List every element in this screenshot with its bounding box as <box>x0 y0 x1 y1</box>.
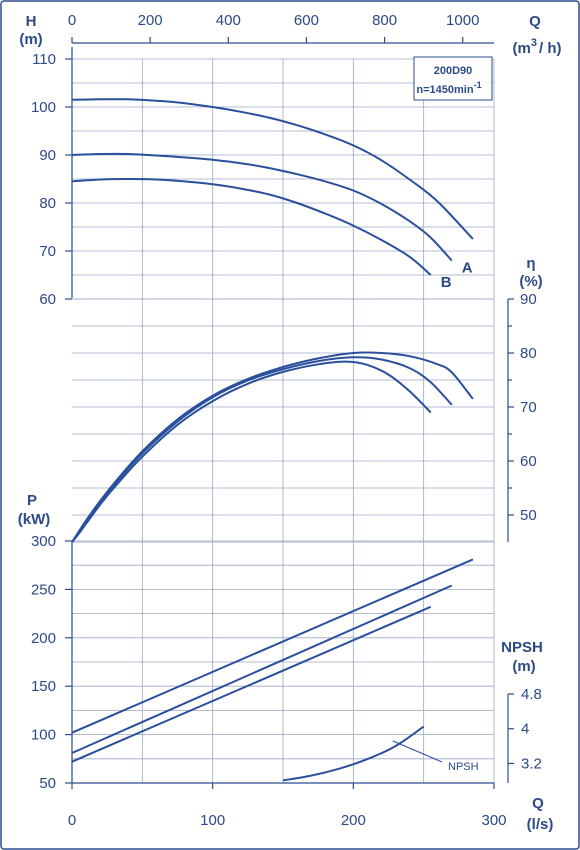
npsh-tick-label: 4.8 <box>521 686 542 703</box>
bottom-flow-axis-unit: (l/s) <box>527 816 554 833</box>
power-tick-label: 200 <box>31 630 56 647</box>
bottom-flow-tick-label: 200 <box>341 812 366 829</box>
head-tick-label: 60 <box>39 291 56 308</box>
curve-label-npsh: NPSH <box>448 761 479 773</box>
head-tick-label: 70 <box>39 243 56 260</box>
top-flow-tick-label: 200 <box>138 12 163 29</box>
title-box <box>413 56 493 101</box>
npsh-tick-label: 4 <box>521 721 529 738</box>
top-flow-unit-tail: / h) <box>539 40 562 57</box>
head-curve <box>71 98 474 240</box>
bottom-flow-axis-label: Q <box>532 795 544 812</box>
npsh-axis-unit: (m) <box>512 658 535 675</box>
bottom-flow-tick-label: 300 <box>481 812 506 829</box>
head-curve <box>71 152 453 262</box>
power-axis-label: P <box>27 492 37 509</box>
npsh-curve <box>282 725 425 782</box>
top-flow-tick-label: 1000 <box>446 12 479 29</box>
curve-label-a: A <box>462 260 473 277</box>
power-axis-unit: (kW) <box>18 511 51 528</box>
top-flow-tick-label: 600 <box>294 12 319 29</box>
efficiency-axis-label: η <box>526 255 535 272</box>
top-flow-unit-exp: 3 <box>531 37 537 49</box>
chart-title: 200D90 <box>434 65 473 77</box>
head-tick-label: 100 <box>31 99 56 116</box>
npsh-axis-label: NPSH <box>501 639 543 656</box>
power-tick-label: 100 <box>31 727 56 744</box>
bottom-flow-tick-label: 100 <box>200 812 225 829</box>
power-tick-label: 150 <box>31 678 56 695</box>
top-flow-tick-label: 0 <box>68 12 76 29</box>
speed-label: n=1450min <box>416 84 473 96</box>
top-flow-axis-unit: (m3/ h) <box>513 37 562 57</box>
power-tick-label: 50 <box>39 775 56 792</box>
efficiency-tick-label: 90 <box>520 291 537 308</box>
grid-layer <box>72 58 495 784</box>
efficiency-tick-label: 60 <box>520 453 537 470</box>
top-flow-unit-base: (m <box>513 40 531 57</box>
curve-label-b: B <box>441 274 452 291</box>
top-flow-tick-label: 400 <box>216 12 241 29</box>
efficiency-axis-unit: (%) <box>519 273 542 290</box>
head-axis-unit: (m) <box>19 31 42 48</box>
speed-exponent: -1 <box>474 80 482 90</box>
head-tick-label: 80 <box>39 195 56 212</box>
top-flow-axis-label: Q <box>529 13 541 30</box>
chart-subtitle: n=1450min-1 <box>416 80 481 96</box>
head-axis-label: H <box>26 13 37 30</box>
top-flow-tick-label: 800 <box>372 12 397 29</box>
efficiency-curve <box>71 351 474 543</box>
axes-layer: 0 200 400 600 800 1000 0 100 200 300 60 70 80 90 100 11… <box>31 12 542 829</box>
efficiency-tick-label: 80 <box>520 345 537 362</box>
power-curve <box>71 584 453 754</box>
npsh-tick-label: 3.2 <box>521 755 542 772</box>
power-curve <box>71 605 432 763</box>
power-tick-label: 250 <box>31 581 56 598</box>
power-curve <box>71 558 474 734</box>
head-tick-label: 110 <box>32 51 56 68</box>
efficiency-curve <box>71 356 453 543</box>
efficiency-curve <box>71 360 432 543</box>
bottom-flow-tick-label: 0 <box>68 812 76 829</box>
efficiency-tick-label: 70 <box>520 399 537 416</box>
power-tick-label: 300 <box>31 533 56 550</box>
head-curve <box>71 177 432 276</box>
curves-layer: AB NPSH <box>71 98 479 782</box>
efficiency-tick-label: 50 <box>520 507 537 524</box>
npsh-leader-line <box>392 740 443 763</box>
head-tick-label: 90 <box>39 147 56 164</box>
